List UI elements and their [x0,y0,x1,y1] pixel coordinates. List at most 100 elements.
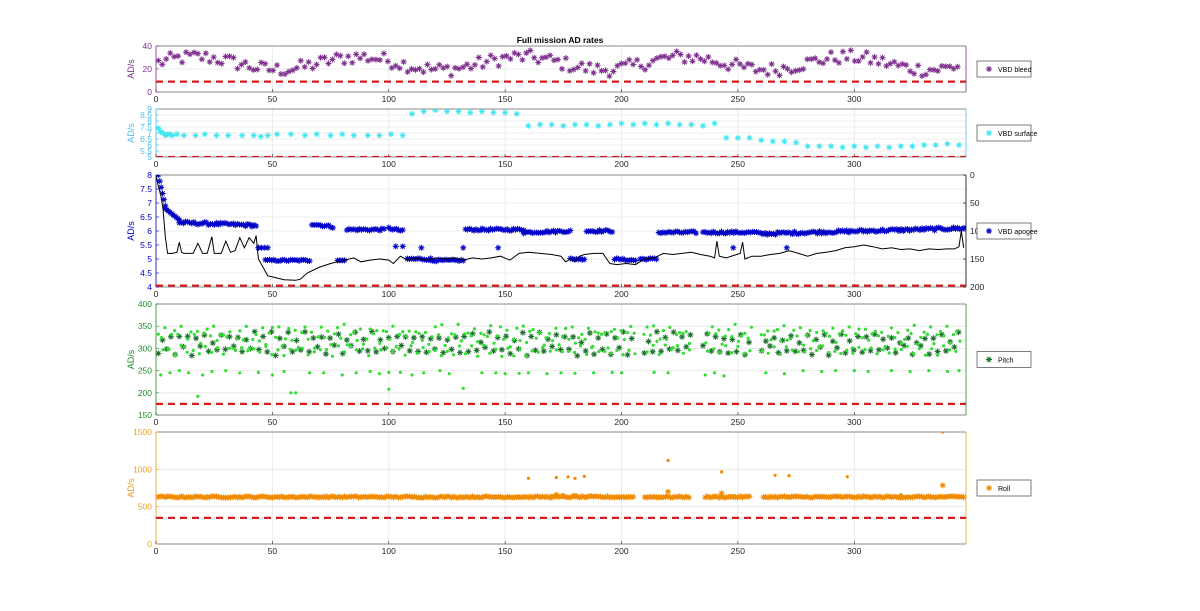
data-point [392,493,399,500]
data-point [548,228,555,235]
data-point [567,494,574,501]
data-point [362,342,366,346]
data-point [958,339,962,343]
data-point [523,493,530,500]
data-point [720,342,724,346]
data-point [280,344,284,348]
data-point [609,228,616,235]
data-point [156,350,162,357]
data-point [768,61,775,68]
data-point [559,371,563,375]
data-point [531,54,538,61]
data-point [863,327,868,331]
data-point [362,226,369,233]
data-point [173,131,180,138]
data-point [664,229,671,236]
data-point [857,327,861,331]
data-point [709,59,716,66]
data-point [553,331,560,338]
data-point [309,330,314,334]
data-point [371,332,375,336]
data-point [243,336,250,343]
data-point [574,493,581,500]
data-point [427,342,431,346]
data-point [850,347,857,354]
y-tick-label: 6.5 [140,134,152,144]
data-point [558,65,565,72]
data-point [889,326,894,330]
data-point [494,334,501,341]
data-point [333,51,340,58]
data-point [887,60,894,67]
data-point [800,66,807,73]
data-point [831,57,838,64]
y-tick-label: 40 [143,41,153,51]
data-point [168,371,172,375]
data-point [847,325,851,329]
data-point [354,371,358,375]
data-point [322,350,329,357]
data-point [757,230,764,237]
data-point [736,339,741,343]
data-point [955,329,962,336]
data-point [410,373,414,377]
data-point [643,256,650,263]
data-point [689,58,696,65]
data-point [326,329,330,333]
data-point [583,337,587,341]
data-point [224,220,231,227]
data-point [828,334,832,338]
data-point [578,60,585,67]
data-point [188,220,195,227]
data-point [487,225,494,232]
data-point [544,336,548,340]
data-point [789,231,796,238]
x-tick-label: 300 [847,417,861,427]
data-point [855,333,861,340]
series-line-apogee [156,175,965,281]
data-point [873,329,877,333]
data-point [604,493,611,500]
data-point [437,333,441,337]
data-point [518,347,522,351]
data-point [206,494,213,501]
data-point [361,347,365,351]
data-point [329,224,336,231]
data-point [942,347,949,354]
data-point [228,330,232,334]
data-point [224,369,228,373]
data-point [906,227,913,234]
data-point [577,255,584,262]
data-point [730,335,734,339]
data-point [293,257,300,264]
y-tick-label: 1000 [133,464,152,474]
data-point [748,61,755,68]
data-point [567,337,571,341]
legend-apogee: VBD apogee [976,222,1038,240]
data-point [539,493,546,500]
data-point [808,351,815,358]
data-point [436,61,443,68]
data-point [356,348,363,355]
data-point [638,63,645,70]
data-point [599,346,606,353]
plot-area [156,432,966,544]
panel-roll: 0 50 100 150 200 250 300 0 500 1000 1500 AD/s Roll [126,427,1032,556]
data-point [317,222,324,229]
data-point [240,346,244,350]
data-point [238,371,242,375]
data-point [860,228,867,235]
data-point [409,110,416,117]
data-point [839,227,846,234]
data-point [450,493,457,500]
data-point [622,338,626,342]
data-point [901,342,908,349]
data-point [255,244,262,251]
data-point [839,144,846,151]
data-point [515,326,519,330]
data-point [598,67,605,74]
data-point [492,341,496,345]
data-point [225,132,232,139]
data-point [810,228,817,235]
y-axis-label: AD/s [126,478,136,498]
